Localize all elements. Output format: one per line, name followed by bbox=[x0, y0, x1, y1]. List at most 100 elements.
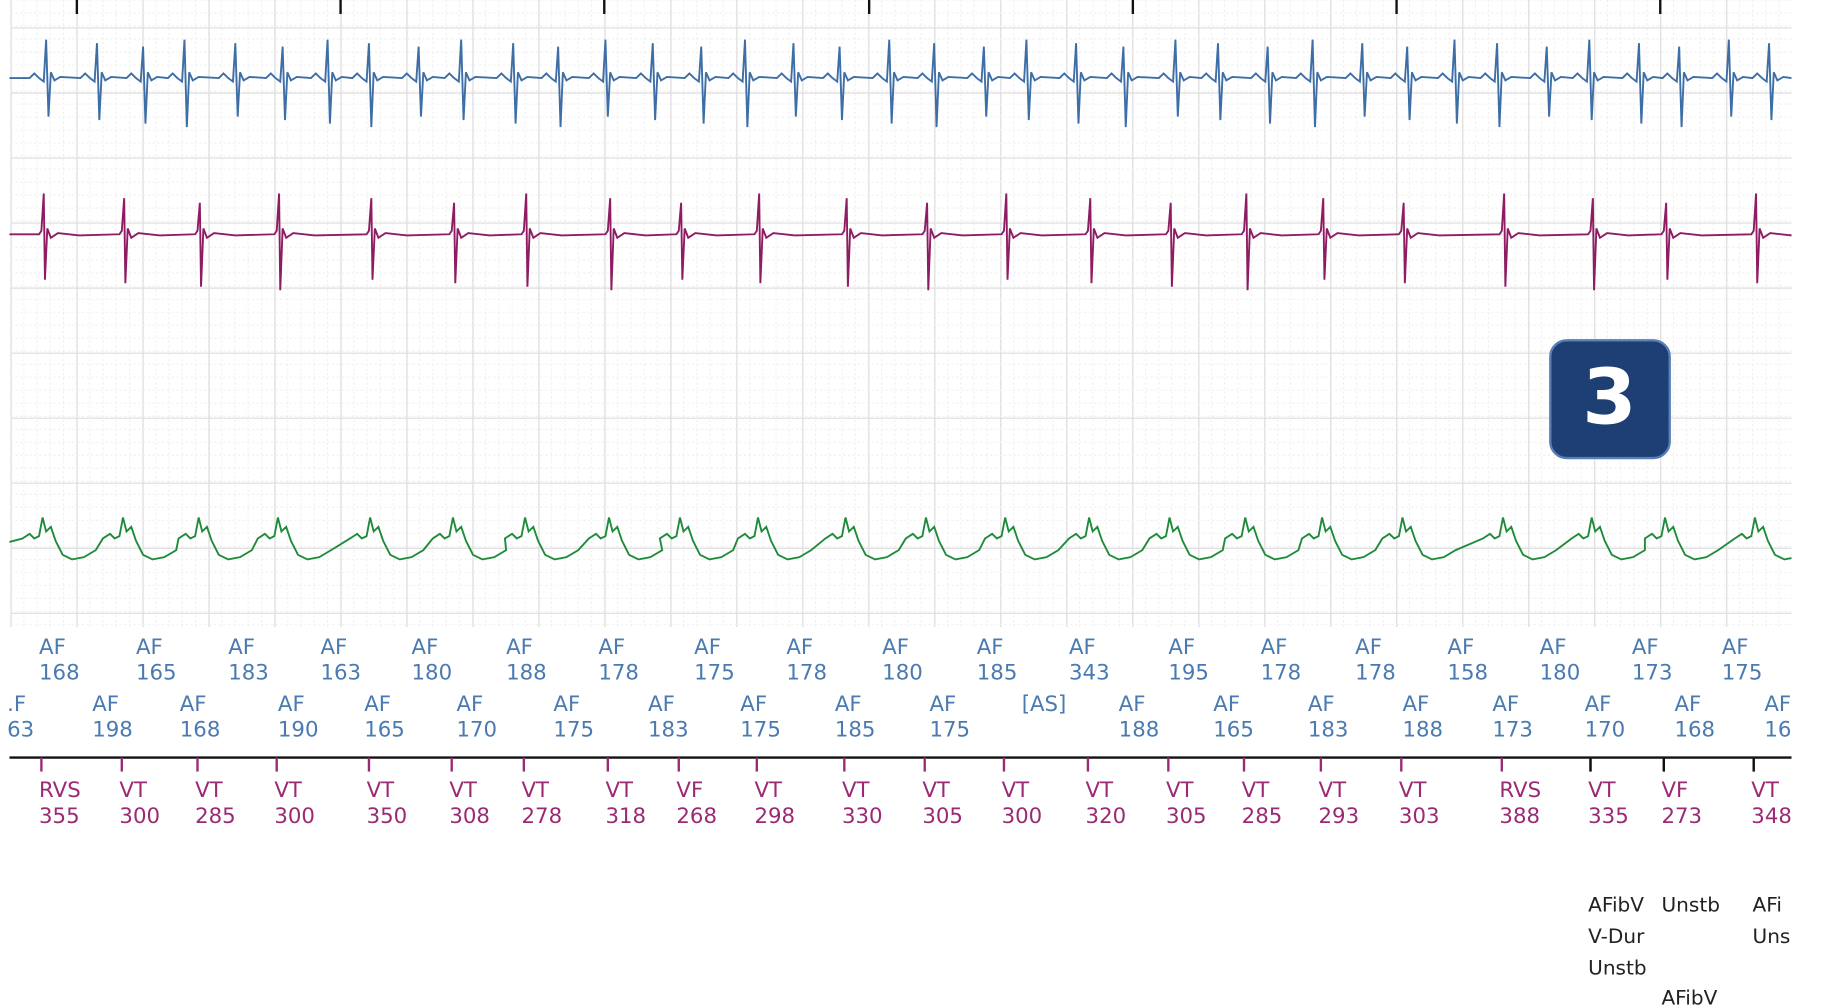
ventricular-marker-label: VT bbox=[1319, 777, 1347, 802]
atrial-marker-value: 185 bbox=[977, 660, 1018, 685]
atrial-marker-value: 175 bbox=[929, 717, 970, 742]
ventricular-marker-value: 285 bbox=[1242, 803, 1283, 828]
ventricular-marker-label: VT bbox=[922, 777, 950, 802]
atrial-marker-value: 190 bbox=[278, 717, 319, 742]
ventricular-marker-label: VT bbox=[1086, 777, 1114, 802]
atrial-marker-label: AF bbox=[1674, 691, 1701, 716]
atrial-marker-label: AF bbox=[1355, 634, 1382, 659]
atrial-marker-value: 168 bbox=[1674, 717, 1715, 742]
atrial-marker-label: AF bbox=[506, 634, 533, 659]
atrial-marker-label: AF bbox=[882, 634, 909, 659]
atrial-marker-label: AF bbox=[412, 634, 439, 659]
atrial-marker-label: AF bbox=[786, 634, 813, 659]
ventricular-marker-label: RVS bbox=[1499, 777, 1541, 802]
atrial-marker-value: 163 bbox=[320, 660, 361, 685]
ventricular-marker-label: VT bbox=[449, 777, 477, 802]
ventricular-marker-value: 388 bbox=[1499, 803, 1540, 828]
ventricular-marker-label: VT bbox=[521, 777, 549, 802]
ventricular-marker-label: VT bbox=[274, 777, 302, 802]
strip-content: AF168AF165AF183AF163AF180AF188AF178AF175… bbox=[7, 0, 1792, 1007]
atrial-marker-label: AF bbox=[1402, 691, 1429, 716]
atrial-marker-label: [AS] bbox=[1022, 691, 1067, 716]
atrial-marker-value: 188 bbox=[1402, 717, 1443, 742]
ventricular-marker-value: 330 bbox=[842, 803, 883, 828]
ventricular-marker-value: 355 bbox=[39, 803, 80, 828]
atrial-marker-value: 343 bbox=[1069, 660, 1110, 685]
atrial-marker-value: 180 bbox=[412, 660, 453, 685]
atrial-marker-value: 178 bbox=[1355, 660, 1396, 685]
ventricular-marker-value: 300 bbox=[119, 803, 160, 828]
atrial-marker-label: AF bbox=[136, 634, 163, 659]
ventricular-marker-label: VF bbox=[676, 777, 703, 802]
atrial-marker-value: 188 bbox=[506, 660, 547, 685]
ventricular-marker-label: VT bbox=[754, 777, 782, 802]
ventricular-marker-label: VT bbox=[1588, 777, 1616, 802]
atrial-marker-label: AF bbox=[228, 634, 255, 659]
ventricular-marker-value: 273 bbox=[1661, 803, 1702, 828]
atrial-marker-label: AF bbox=[1585, 691, 1612, 716]
atrial-marker-value: 178 bbox=[1261, 660, 1302, 685]
atrial-marker-value: 16 bbox=[1764, 717, 1791, 742]
ventricular-marker-label: VT bbox=[367, 777, 395, 802]
atrial-marker-label: AF bbox=[694, 634, 721, 659]
atrial-marker-label: AF bbox=[1213, 691, 1240, 716]
ventricular-marker-value: 300 bbox=[274, 803, 315, 828]
badge-number: 3 bbox=[1582, 353, 1636, 442]
ventricular-marker-label: VT bbox=[195, 777, 223, 802]
atrial-marker-label: AF bbox=[1261, 634, 1288, 659]
atrial-marker-label: AF bbox=[740, 691, 767, 716]
atrial-marker-value: 170 bbox=[456, 717, 497, 742]
ecg-trace-ventricular bbox=[9, 193, 1792, 291]
atrial-marker-label: AF bbox=[1764, 691, 1791, 716]
ventricular-marker-label: VT bbox=[605, 777, 633, 802]
atrial-marker-label: AF bbox=[39, 634, 66, 659]
ventricular-marker-label: VF bbox=[1661, 777, 1688, 802]
ventricular-marker-value: 348 bbox=[1751, 803, 1792, 828]
ventricular-marker-label: VT bbox=[1166, 777, 1194, 802]
episode-note: V-Dur bbox=[1588, 924, 1645, 948]
ventricular-marker-value: 303 bbox=[1399, 803, 1440, 828]
ventricular-marker-value: 300 bbox=[1002, 803, 1043, 828]
atrial-marker-label: AF bbox=[648, 691, 675, 716]
ventricular-marker-value: 335 bbox=[1588, 803, 1629, 828]
ecg-trace-atrial bbox=[9, 39, 1792, 128]
atrial-marker-value: 183 bbox=[1308, 717, 1349, 742]
episode-note: AFibV bbox=[1588, 893, 1644, 917]
ventricular-marker-value: 305 bbox=[1166, 803, 1207, 828]
ventricular-marker-label: RVS bbox=[39, 777, 81, 802]
atrial-marker-label: AF bbox=[92, 691, 119, 716]
ventricular-marker-value: 285 bbox=[195, 803, 236, 828]
atrial-marker-label: .F bbox=[7, 691, 26, 716]
atrial-marker-value: 168 bbox=[39, 660, 80, 685]
ventricular-marker-value: 268 bbox=[676, 803, 717, 828]
atrial-marker-value: 173 bbox=[1492, 717, 1533, 742]
atrial-marker-label: AF bbox=[1308, 691, 1335, 716]
ventricular-marker-value: 320 bbox=[1086, 803, 1127, 828]
ventricular-marker-value: 350 bbox=[367, 803, 408, 828]
atrial-marker-value: 188 bbox=[1119, 717, 1160, 742]
atrial-marker-label: AF bbox=[598, 634, 625, 659]
ventricular-marker-value: 318 bbox=[605, 803, 646, 828]
atrial-marker-value: 165 bbox=[1213, 717, 1254, 742]
atrial-marker-value: 63 bbox=[7, 717, 34, 742]
ventricular-marker-value: 298 bbox=[754, 803, 795, 828]
episode-note: Uns bbox=[1753, 924, 1791, 948]
atrial-marker-label: AF bbox=[1540, 634, 1567, 659]
atrial-marker-label: AF bbox=[1632, 634, 1659, 659]
atrial-marker-label: AF bbox=[929, 691, 956, 716]
episode-note: Unstb bbox=[1588, 956, 1647, 980]
atrial-marker-label: AF bbox=[1069, 634, 1096, 659]
atrial-marker-value: 175 bbox=[1722, 660, 1763, 685]
ventricular-marker-value: 293 bbox=[1319, 803, 1360, 828]
atrial-marker-label: AF bbox=[1168, 634, 1195, 659]
atrial-marker-value: 198 bbox=[92, 717, 133, 742]
atrial-marker-value: 183 bbox=[228, 660, 269, 685]
atrial-marker-label: AF bbox=[364, 691, 391, 716]
atrial-marker-value: 178 bbox=[598, 660, 639, 685]
atrial-marker-label: AF bbox=[1722, 634, 1749, 659]
episode-note: AFi bbox=[1753, 893, 1782, 917]
ventricular-marker-label: VT bbox=[1002, 777, 1030, 802]
ventricular-marker-label: VT bbox=[1751, 777, 1779, 802]
